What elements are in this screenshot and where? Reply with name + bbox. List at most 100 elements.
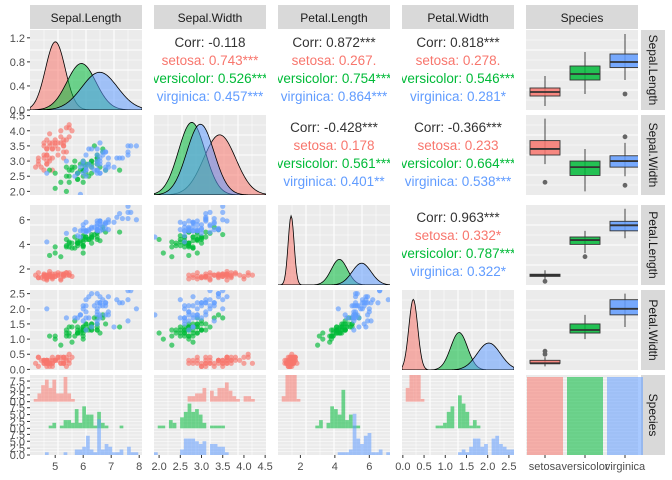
point-virginica: [211, 227, 217, 233]
y-tick-label: 2.5: [10, 443, 25, 455]
hist-bar-versicolor: [161, 425, 166, 429]
point-versicolor: [77, 327, 83, 333]
point-virginica: [207, 209, 213, 215]
hist-bar-virginica: [108, 446, 113, 455]
x-tick-label: 4.5: [258, 461, 273, 473]
point-virginica: [89, 164, 95, 170]
point-virginica: [215, 294, 222, 300]
point-versicolor: [63, 236, 69, 243]
y-tick-label: 2.0: [10, 186, 25, 198]
point-virginica: [194, 227, 200, 233]
hist-bar-setosa: [224, 382, 229, 402]
point-versicolor: [52, 250, 58, 256]
point-virginica: [207, 229, 213, 235]
hist-bar-virginica: [465, 452, 470, 455]
hist-bar-versicolor: [217, 425, 222, 429]
hist-bar-versicolor: [465, 411, 470, 429]
point-setosa: [285, 363, 291, 369]
col-strip: [526, 5, 638, 29]
density-setosa: [402, 298, 514, 370]
point-virginica: [44, 306, 50, 312]
point-virginica: [105, 312, 111, 318]
point-versicolor: [69, 339, 75, 345]
hist-bar-virginica: [202, 441, 207, 455]
point-setosa: [207, 270, 213, 276]
hist-bar-virginica: [180, 449, 184, 455]
point-setosa: [49, 146, 56, 152]
corr-text-line: Corr: 0.818***: [416, 35, 500, 50]
point-setosa: [49, 360, 56, 366]
row-strip: [641, 205, 665, 285]
hist-bar-virginica: [112, 452, 116, 455]
scatter-panel-Sepal.Width-Sepal.Length: [33, 122, 139, 195]
hist-bar-versicolor: [443, 422, 447, 429]
y-tick-label: 1.2: [10, 33, 25, 45]
point-virginica: [125, 297, 131, 303]
hist-bar-virginica: [371, 452, 376, 455]
point-versicolor: [327, 333, 333, 339]
point-setosa: [186, 272, 192, 278]
y-tick-label: 4: [19, 239, 25, 251]
hist-bar-versicolor: [461, 403, 466, 429]
point-virginica: [114, 214, 120, 220]
corr-panel-Sepal.Length-Petal.Length: Corr: 0.872*** setosa: 0.267. versicolor: …: [278, 35, 390, 104]
x-tick-label: 7: [108, 461, 114, 473]
corr-text-line: setosa: 0.178: [293, 138, 374, 153]
hist-bar-setosa: [251, 398, 255, 402]
point-versicolor: [203, 229, 209, 235]
point-setosa: [198, 275, 205, 281]
point-setosa: [58, 128, 64, 134]
point-versicolor: [190, 333, 196, 339]
point-versicolor: [69, 245, 75, 251]
point-setosa: [61, 149, 67, 155]
point-setosa: [35, 363, 42, 369]
point-virginica: [77, 312, 83, 318]
point-setosa: [190, 357, 196, 363]
point-virginica: [125, 209, 131, 215]
point-virginica: [211, 318, 217, 324]
point-virginica: [111, 164, 117, 170]
point-virginica: [207, 297, 213, 303]
point-versicolor: [186, 333, 192, 339]
point-versicolor: [327, 339, 333, 345]
point-setosa: [228, 275, 234, 281]
point-versicolor: [169, 327, 175, 333]
panel-0-3: [402, 30, 514, 110]
box-versicolor: [569, 160, 601, 176]
point-virginica: [203, 211, 209, 217]
hist-bar-virginica: [210, 444, 214, 455]
point-versicolor: [52, 333, 58, 339]
corr-text-line: setosa: 0.233: [417, 138, 498, 153]
point-setosa: [289, 351, 295, 357]
point-setosa: [249, 272, 256, 278]
point-versicolor: [52, 185, 58, 191]
point-setosa: [61, 272, 67, 278]
point-virginica: [83, 152, 89, 158]
point-virginica: [186, 303, 192, 309]
x-tick-label: 0.0: [395, 461, 410, 473]
point-virginica: [72, 227, 78, 233]
point-virginica: [86, 227, 92, 233]
point-setosa: [38, 164, 44, 170]
point-versicolor: [333, 327, 340, 333]
point-virginica: [220, 217, 226, 223]
row-strip: [641, 115, 665, 195]
point-versicolor: [177, 243, 183, 249]
x-tick-label: 1.0: [438, 461, 453, 473]
point-virginica: [177, 227, 183, 233]
hist-bar-setosa: [247, 396, 252, 402]
point-virginica: [194, 300, 200, 306]
species-bar-virginica: [607, 377, 643, 455]
hist-bar-virginica: [187, 438, 192, 455]
point-virginica: [207, 303, 213, 309]
point-versicolor: [198, 234, 205, 240]
point-virginica: [125, 149, 131, 155]
row-strip-label: Sepal.Width: [646, 123, 660, 188]
density-virginica: [154, 123, 266, 195]
hist-bar-virginica: [352, 413, 357, 455]
col-strip: [402, 5, 514, 29]
hist-bar-versicolor: [435, 425, 440, 429]
y-tick-label: 7.5: [10, 376, 25, 388]
hist-bar-virginica: [127, 446, 131, 455]
point-setosa: [237, 272, 243, 278]
